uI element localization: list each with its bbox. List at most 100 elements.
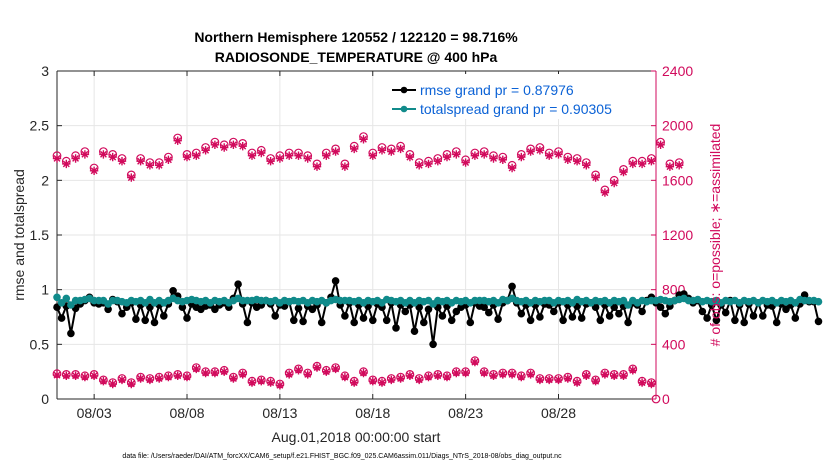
obs-assimilated-marker — [71, 371, 80, 380]
obs-assimilated-marker — [145, 161, 155, 170]
legend-box — [388, 74, 652, 119]
obs-assimilated-marker — [554, 150, 563, 159]
obs-assimilated-marker — [665, 162, 675, 171]
obs-assimilated-marker — [201, 146, 210, 155]
obs-assimilated-marker — [610, 178, 619, 188]
data-point — [619, 296, 628, 305]
y2-tick-label: 1200 — [662, 227, 693, 243]
obs-assimilated-marker — [155, 374, 164, 383]
obs-assimilated-marker — [136, 374, 145, 383]
obs-assimilated-marker — [424, 372, 433, 382]
data-point — [814, 317, 823, 326]
data-point — [211, 305, 219, 314]
obs-assimilated-marker — [647, 379, 656, 389]
obs-assimilated-marker — [396, 144, 405, 154]
obs-assimilated-marker — [572, 157, 582, 166]
data-point — [160, 312, 168, 320]
obs-assimilated-marker — [600, 188, 610, 197]
obs-assimilated-marker — [247, 151, 257, 160]
obs-assimilated-marker — [303, 370, 312, 379]
y2-tick-label: 1600 — [662, 172, 693, 188]
data-point — [759, 312, 767, 320]
obs-assimilated-marker — [517, 152, 526, 162]
data-point — [508, 282, 516, 291]
obs-assimilated-marker — [210, 140, 220, 149]
obs-assimilated-marker — [545, 375, 554, 385]
obs-assimilated-marker — [507, 163, 517, 173]
obs-assimilated-marker — [637, 378, 647, 387]
obs-assimilated-marker — [136, 157, 145, 166]
data-point — [568, 313, 577, 321]
data-point — [536, 313, 544, 321]
data-point — [62, 294, 71, 303]
data-point — [67, 301, 75, 309]
obs-assimilated-marker — [62, 371, 71, 380]
obs-assimilated-marker — [498, 155, 507, 164]
obs-assimilated-marker — [675, 161, 684, 170]
obs-assimilated-marker — [387, 375, 396, 385]
data-point — [290, 316, 298, 325]
data-point — [772, 318, 781, 327]
x-tick-label: 08/03 — [77, 405, 112, 421]
data-point — [615, 309, 623, 318]
data-point — [466, 318, 475, 327]
obs-assimilated-marker — [377, 146, 387, 155]
obs-assimilated-marker — [368, 151, 377, 160]
legend-marker — [400, 86, 408, 94]
obs-assimilated-marker — [480, 150, 489, 159]
data-point — [57, 299, 66, 307]
data-point — [712, 316, 721, 325]
obs-assimilated-marker — [350, 378, 359, 387]
obs-assimilated-marker — [247, 378, 257, 387]
obs-assimilated-marker — [155, 161, 164, 170]
obs-assimilated-marker — [619, 371, 628, 380]
obs-assimilated-marker — [656, 140, 665, 149]
y-tick-label: 2.5 — [30, 118, 50, 134]
obs-assimilated-marker — [619, 167, 628, 177]
chart-title: Northern Hemisphere 120552 / 122120 = 98… — [194, 29, 518, 45]
obs-assimilated-marker — [545, 151, 554, 160]
obs-assimilated-marker — [377, 378, 387, 387]
data-point — [638, 307, 646, 316]
obs-assimilated-marker — [340, 162, 350, 171]
data-point — [740, 318, 749, 327]
obs-assimilated-marker — [275, 154, 285, 163]
data-point — [359, 314, 368, 322]
obs-assimilated-marker — [201, 368, 210, 378]
obs-assimilated-marker — [52, 154, 62, 163]
obs-assimilated-marker — [461, 368, 470, 378]
obs-assimilated-marker — [433, 371, 442, 380]
data-point — [331, 277, 340, 285]
data-point — [721, 308, 730, 317]
obs-assimilated-marker — [535, 375, 545, 385]
obs-assimilated-marker — [452, 368, 461, 378]
obs-assimilated-marker — [294, 151, 303, 160]
obs-assimilated-marker — [452, 150, 461, 159]
data-point — [791, 314, 800, 322]
data-point — [420, 318, 428, 327]
obs-assimilated-marker — [610, 371, 619, 380]
obs-assimilated-marker — [80, 150, 90, 159]
data-point — [392, 324, 400, 332]
obs-assimilated-marker — [563, 374, 572, 383]
obs-assimilated-marker — [229, 140, 238, 149]
obs-assimilated-marker — [312, 162, 322, 171]
obs-assimilated-marker — [526, 370, 535, 379]
obs-assimilated-marker — [331, 147, 340, 156]
data-point — [118, 309, 126, 318]
series-1-group — [53, 293, 823, 309]
data-point — [294, 304, 303, 313]
obs-assimilated-marker — [535, 146, 545, 155]
obs-assimilated-marker — [303, 154, 312, 163]
obs-assimilated-marker — [563, 155, 572, 164]
data-point — [369, 316, 377, 325]
data-point — [132, 315, 140, 324]
data-point — [67, 329, 75, 338]
obs-assimilated-marker — [266, 157, 275, 166]
obs-assimilated-marker — [591, 173, 600, 182]
y-tick-label: 1.5 — [30, 227, 50, 243]
obs-assimilated-marker — [415, 161, 424, 170]
legend-label: totalspread grand pr = 0.90305 — [420, 101, 612, 117]
data-point — [169, 287, 177, 295]
